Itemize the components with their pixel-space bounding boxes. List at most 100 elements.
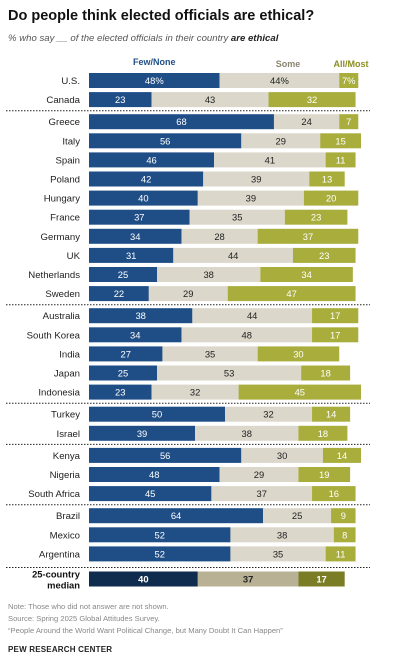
bar-some-label: 32 (190, 387, 200, 398)
bar-all-most (257, 346, 340, 362)
bar-some (203, 171, 310, 187)
bar-few-none (89, 171, 204, 187)
bar-few-none-label: 68 (176, 116, 186, 127)
bar-all-most-label: 23 (311, 212, 321, 223)
bar-some-label: 30 (277, 450, 287, 461)
report-title-text: “People Around the World Want Political … (8, 626, 283, 635)
bar-few-none (89, 406, 225, 422)
bar-some-label: 29 (254, 469, 264, 480)
bar-some (157, 267, 261, 282)
bar-few-none-label: 23 (115, 387, 125, 398)
bar-all-most (257, 228, 359, 244)
bar-some-label: 38 (277, 529, 287, 540)
country-label: Italy (62, 136, 80, 147)
median-bar-some-label: 37 (243, 574, 253, 585)
bar-few-none-label: 64 (171, 510, 181, 521)
bar-all-most (303, 190, 359, 206)
bar-some-label: 44 (247, 310, 257, 321)
bar-all-most (339, 73, 359, 88)
bar-few-none-label: 39 (137, 428, 147, 439)
bar-few-none-label: 25 (118, 269, 128, 280)
country-label: UK (67, 251, 81, 262)
bar-some-label: 35 (205, 348, 215, 359)
bar-some (273, 114, 340, 130)
bar-all-most (268, 92, 356, 108)
country-label: Canada (46, 95, 80, 106)
bar-few-none (89, 346, 163, 362)
bar-some (230, 546, 326, 562)
bar-few-none-label: 40 (138, 193, 148, 204)
country-label: Mexico (50, 530, 80, 541)
bar-some (173, 247, 293, 263)
country-label: U.S. (61, 76, 80, 87)
bar-few-none-label: 42 (141, 174, 151, 185)
country-label: Israel (57, 429, 80, 440)
bar-some (230, 527, 334, 543)
bar-few-none-label: 45 (145, 488, 155, 499)
median-bar-few-none (89, 571, 198, 587)
bar-few-none-label: 38 (135, 310, 145, 321)
bar-all-most-label: 8 (342, 529, 347, 540)
bar-all-most-label: 30 (293, 348, 303, 359)
bar-some (181, 228, 258, 244)
bar-all-most (301, 365, 351, 381)
bar-all-most-label: 45 (295, 387, 305, 398)
bar-few-none (89, 486, 212, 502)
country-label: Australia (43, 311, 81, 322)
bar-some (181, 327, 313, 343)
subtitle-emphasis: are ethical (230, 33, 279, 44)
bar-some (225, 406, 313, 422)
bar-some-label: 38 (242, 428, 252, 439)
bar-few-none (89, 508, 264, 524)
bar-some-label: 41 (265, 154, 275, 165)
bar-some-label: 53 (224, 368, 234, 379)
bar-few-none-label: 56 (160, 135, 170, 146)
bar-all-most-label: 16 (329, 488, 339, 499)
bar-some-label: 43 (205, 94, 215, 105)
bar-all-most (309, 171, 345, 187)
bar-some-label: 35 (273, 548, 283, 559)
bar-all-most (298, 425, 348, 441)
country-label: Sweden (45, 289, 80, 300)
subtitle-text: % who say __ of the elected officials in… (8, 33, 231, 44)
bar-some (211, 486, 313, 502)
median-bar-few-none-label: 40 (138, 574, 148, 585)
bar-few-none (89, 267, 157, 282)
bar-few-none-label: 48 (149, 469, 159, 480)
bar-all-most-label: 14 (337, 450, 347, 461)
bar-some (192, 308, 313, 324)
bar-some (151, 384, 239, 400)
bar-all-most (238, 384, 361, 400)
bar-all-most (312, 327, 359, 343)
bar-few-none (89, 92, 152, 108)
bar-some-label: 38 (203, 269, 213, 280)
bar-some (197, 190, 304, 206)
bar-some-label: 39 (251, 174, 261, 185)
legend-all-most: All/Most (334, 59, 369, 69)
bar-few-none (89, 527, 231, 543)
country-label: Kenya (53, 451, 81, 462)
bar-all-most-label: 18 (320, 368, 330, 379)
bar-all-most (293, 247, 356, 263)
bar-all-most-label: 15 (335, 135, 345, 146)
chart-subtitle: % who say __ of the elected officials in… (8, 33, 278, 44)
bar-all-most (325, 152, 356, 168)
bar-few-none-label: 46 (146, 154, 156, 165)
country-label: Nigeria (50, 470, 81, 481)
bar-few-none-label: 56 (160, 450, 170, 461)
bar-all-most (339, 114, 359, 130)
stacked-bar-chart: Few/None Some All/Most U.S. 48% 44% 7% Canada 23… (6, 57, 370, 591)
bar-few-none (89, 190, 198, 206)
bar-some (157, 365, 302, 381)
bar-few-none-label: 37 (134, 212, 144, 223)
country-label: Indonesia (38, 388, 80, 399)
bar-all-most (331, 508, 356, 524)
bar-all-most-label: 19 (319, 469, 329, 480)
bar-all-most (312, 406, 351, 422)
bar-few-none-label: 34 (130, 231, 140, 242)
bar-few-none (89, 286, 149, 302)
median-bar-all-most (298, 571, 345, 587)
bar-some (214, 152, 326, 168)
bar-some (241, 133, 321, 149)
median-label-line1: 25-country (32, 569, 81, 580)
